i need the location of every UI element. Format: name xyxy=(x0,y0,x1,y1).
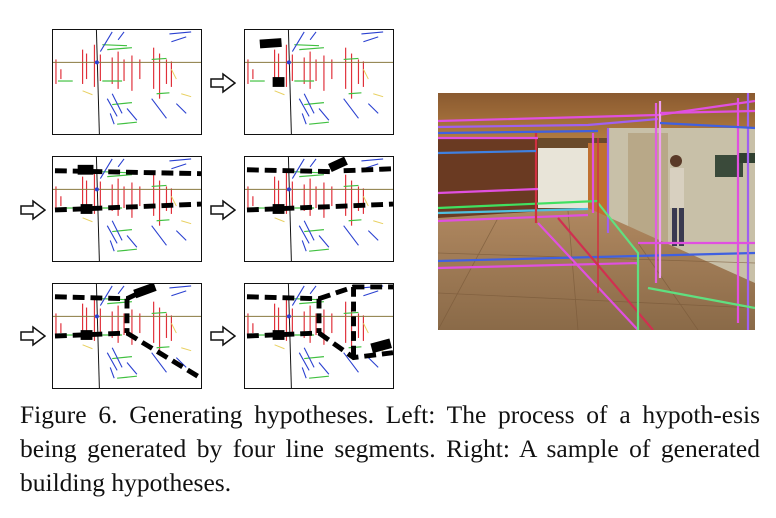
building-hypotheses-photo xyxy=(438,93,755,330)
arrow-right-icon xyxy=(20,325,47,347)
hypothesis-step-2 xyxy=(244,29,394,135)
hypothesis-step-6 xyxy=(244,283,394,389)
wall-sign xyxy=(715,155,743,177)
floor-region xyxy=(438,208,755,330)
hypothesis-segments xyxy=(54,164,201,214)
base-line-segments xyxy=(245,30,393,134)
hypothesis-segments xyxy=(246,157,393,214)
hypothesis-segments xyxy=(259,38,285,87)
person-figure xyxy=(670,155,684,246)
hypothesis-step-4 xyxy=(244,156,394,262)
arrow-right-icon xyxy=(210,199,237,221)
base-line-segments xyxy=(245,157,393,261)
figure-caption: Figure 6. Generating hypotheses. Left: T… xyxy=(20,400,760,497)
hypothesis-step-3 xyxy=(52,156,202,262)
hypothesis-step-5 xyxy=(52,283,202,389)
hypothesis-segments xyxy=(246,284,393,361)
arrow-right-icon xyxy=(20,199,47,221)
hypothesis-step-1 xyxy=(52,29,202,135)
hypothesis-segments xyxy=(54,284,201,381)
base-line-segments xyxy=(53,30,201,134)
hypothesis-overlay-lines xyxy=(438,93,755,330)
arrow-right-icon xyxy=(210,325,237,347)
arrow-right-icon xyxy=(210,72,237,94)
corridor-window xyxy=(538,148,593,208)
